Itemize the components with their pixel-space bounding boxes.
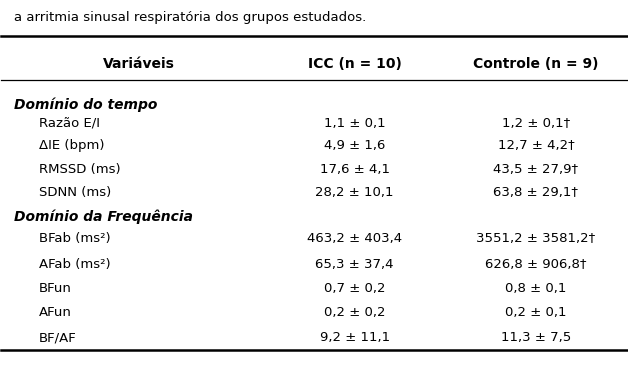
Text: 1,2 ± 0,1†: 1,2 ± 0,1† xyxy=(502,116,570,129)
Text: Variáveis: Variáveis xyxy=(103,57,175,70)
Text: Domínio do tempo: Domínio do tempo xyxy=(14,97,157,112)
Text: SDNN (ms): SDNN (ms) xyxy=(39,186,111,199)
Text: 0,7 ± 0,2: 0,7 ± 0,2 xyxy=(324,282,386,295)
Text: 43,5 ± 27,9†: 43,5 ± 27,9† xyxy=(494,163,578,175)
Text: 17,6 ± 4,1: 17,6 ± 4,1 xyxy=(320,163,389,175)
Text: 0,2 ± 0,1: 0,2 ± 0,1 xyxy=(505,306,566,319)
Text: a arritmia sinusal respiratória dos grupos estudados.: a arritmia sinusal respiratória dos grup… xyxy=(14,11,366,24)
Text: 28,2 ± 10,1: 28,2 ± 10,1 xyxy=(315,186,394,199)
Text: 0,2 ± 0,2: 0,2 ± 0,2 xyxy=(324,306,386,319)
Text: 3551,2 ± 3581,2†: 3551,2 ± 3581,2† xyxy=(476,232,595,245)
Text: 1,1 ± 0,1: 1,1 ± 0,1 xyxy=(324,116,386,129)
Text: BF/AF: BF/AF xyxy=(39,331,77,344)
Text: BFab (ms²): BFab (ms²) xyxy=(39,232,111,245)
Text: 9,2 ± 11,1: 9,2 ± 11,1 xyxy=(320,331,390,344)
Text: 626,8 ± 906,8†: 626,8 ± 906,8† xyxy=(485,258,587,271)
Text: BFun: BFun xyxy=(39,282,72,295)
Text: ΔIE (bpm): ΔIE (bpm) xyxy=(39,139,104,152)
Text: Controle (n = 9): Controle (n = 9) xyxy=(474,57,598,70)
Text: AFab (ms²): AFab (ms²) xyxy=(39,258,111,271)
Text: AFun: AFun xyxy=(39,306,72,319)
Text: Domínio da Frequência: Domínio da Frequência xyxy=(14,210,193,224)
Text: 11,3 ± 7,5: 11,3 ± 7,5 xyxy=(501,331,571,344)
Text: 63,8 ± 29,1†: 63,8 ± 29,1† xyxy=(494,186,578,199)
Text: 4,9 ± 1,6: 4,9 ± 1,6 xyxy=(324,139,386,152)
Text: Razão E/I: Razão E/I xyxy=(39,116,100,129)
Text: 463,2 ± 403,4: 463,2 ± 403,4 xyxy=(307,232,402,245)
Text: 0,8 ± 0,1: 0,8 ± 0,1 xyxy=(506,282,566,295)
Text: ICC (n = 10): ICC (n = 10) xyxy=(308,57,401,70)
Text: 12,7 ± 4,2†: 12,7 ± 4,2† xyxy=(497,139,575,152)
Text: 65,3 ± 37,4: 65,3 ± 37,4 xyxy=(315,258,394,271)
Text: RMSSD (ms): RMSSD (ms) xyxy=(39,163,121,175)
